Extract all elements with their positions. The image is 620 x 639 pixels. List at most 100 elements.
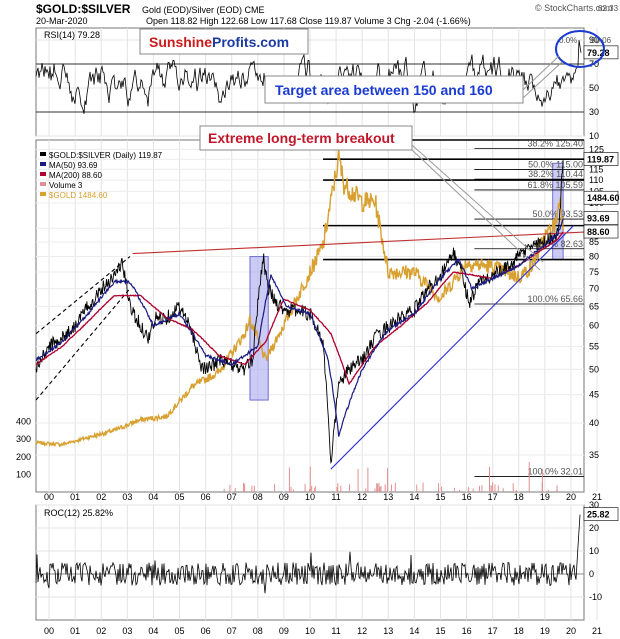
legend-swatch bbox=[40, 152, 46, 156]
rsi-plot bbox=[35, 39, 582, 114]
rsi-y-tick: 10 bbox=[589, 131, 599, 141]
trendline-channel-lower bbox=[35, 288, 131, 401]
rsi-legend: RSI(14) 79.28 bbox=[44, 30, 100, 40]
x-tick-label: 08 bbox=[253, 492, 263, 502]
breakout-arrow-1 bbox=[411, 144, 544, 263]
x-tick-label: 03 bbox=[122, 626, 132, 636]
legend-label: Volume 3 bbox=[49, 181, 83, 190]
chart-description: Gold (EOD)/Silver (EOD) CME bbox=[142, 5, 265, 15]
x-tick-label: 21 bbox=[592, 626, 602, 636]
brand-box bbox=[139, 28, 309, 55]
price-tags: 119.871484.6093.6988.6025.8279.2890.0662… bbox=[559, 4, 620, 521]
rsi-tag-label: 62.33 bbox=[598, 4, 619, 13]
price-tag-ma50-bg bbox=[583, 211, 619, 225]
target-arrow-1 bbox=[522, 55, 560, 91]
gold-y-tick: 400 bbox=[16, 417, 31, 427]
price-plot: 100.0% 32.01 61.8% 82.63 100.0% 65.66 50.0%… bbox=[35, 139, 585, 492]
highlight-band bbox=[249, 256, 269, 401]
x-tick-label: 00 bbox=[44, 626, 54, 636]
x-tick-label: 18 bbox=[514, 626, 524, 636]
roc-plot bbox=[35, 514, 581, 594]
legend-label: $GOLD 1484.60 bbox=[49, 191, 108, 200]
rsi-y-tick: 30 bbox=[589, 107, 599, 117]
target-arrow-2 bbox=[522, 61, 563, 99]
target-annotation: Target area between 150 and 160 bbox=[275, 82, 493, 98]
legend-label: MA(200) 88.60 bbox=[49, 171, 102, 180]
x-tick-label: 10 bbox=[305, 626, 315, 636]
x-tick-label: 14 bbox=[409, 492, 419, 502]
fib-level-label: 100.0% 65.66 bbox=[527, 294, 583, 304]
roc-y-tick: -10 bbox=[589, 592, 602, 602]
price-y-tick: 75 bbox=[589, 267, 599, 277]
ma200-line bbox=[35, 231, 564, 386]
breakout-annotation-box bbox=[199, 125, 413, 151]
price-y-tick: 50 bbox=[589, 364, 599, 374]
ma50-line bbox=[35, 218, 564, 437]
x-tick-label: 12 bbox=[357, 492, 367, 502]
legend-swatch bbox=[40, 182, 46, 186]
roc-legend: ROC(12) 25.82% bbox=[44, 508, 113, 518]
x-tick-label: 16 bbox=[462, 492, 472, 502]
x-tick-label: 00 bbox=[44, 492, 54, 502]
roc-line bbox=[35, 514, 581, 594]
roc-tag-bg bbox=[583, 507, 619, 521]
fib-level-label: 38.2% 125.40 bbox=[527, 139, 583, 149]
fib-level-label: 61.8% 105.59 bbox=[527, 180, 583, 190]
gold-y-tick: 100 bbox=[16, 469, 31, 479]
legend-label: $GOLD:$SILVER (Daily) 119.87 bbox=[49, 151, 163, 160]
ohlc-readout: Open 118.82 High 122.68 Low 117.68 Close… bbox=[146, 16, 471, 26]
brand-part1: Sunshine bbox=[149, 34, 212, 50]
x-tick-label: 02 bbox=[96, 492, 106, 502]
x-tick-label: 09 bbox=[279, 626, 289, 636]
trendline-support bbox=[330, 225, 574, 470]
x-tick-label: 06 bbox=[201, 492, 211, 502]
x-tick-label: 17 bbox=[488, 626, 498, 636]
rsi-tag: 79.28 bbox=[587, 48, 610, 58]
brand-logo: SunshineProfits.com bbox=[149, 34, 289, 50]
price-tag-ma200: 88.60 bbox=[587, 227, 610, 237]
price-y-tick: 40 bbox=[589, 418, 599, 428]
x-tick-label: 19 bbox=[540, 492, 550, 502]
x-tick-label: 18 bbox=[514, 492, 524, 502]
x-tick-label: 06 bbox=[201, 626, 211, 636]
rsi-y-tick: 50 bbox=[589, 83, 599, 93]
legend-swatch bbox=[40, 192, 46, 196]
price-tag-gold-bg bbox=[583, 190, 619, 205]
x-tick-label: 20 bbox=[566, 492, 576, 502]
price-tag-ratio: 119.87 bbox=[587, 154, 614, 164]
price-y-tick: 110 bbox=[589, 175, 603, 185]
x-tick-label: 15 bbox=[435, 626, 445, 636]
fib-level-label: 38.2% 110.44 bbox=[528, 169, 583, 179]
x-tick-label: 04 bbox=[148, 626, 158, 636]
roc-tag: 25.82 bbox=[587, 510, 610, 520]
roc-y-tick: 0 bbox=[589, 569, 594, 579]
fib-level-label: 50.0% 115.00 bbox=[528, 159, 583, 169]
x-tick-label: 05 bbox=[175, 626, 185, 636]
x-tick-label: 03 bbox=[122, 492, 132, 502]
gold-y-tick: 200 bbox=[16, 452, 31, 462]
x-tick-label: 08 bbox=[253, 626, 263, 636]
x-tick-label: 14 bbox=[409, 626, 419, 636]
x-tick-label: 15 bbox=[435, 492, 445, 502]
price-tag-gold: 1484.60 bbox=[587, 193, 620, 203]
legend-label: MA(50) 93.69 bbox=[49, 161, 98, 170]
x-tick-label: 13 bbox=[383, 492, 393, 502]
x-tick-label: 01 bbox=[70, 626, 80, 636]
breakout-annotation: Extreme long-term breakout bbox=[208, 130, 395, 146]
x-tick-label: 12 bbox=[357, 626, 367, 636]
price-y-tick: 115 bbox=[589, 164, 603, 174]
price-y-tick: 35 bbox=[589, 450, 599, 460]
target-circle bbox=[555, 30, 605, 68]
trendline-channel-upper bbox=[35, 256, 131, 335]
x-tick-label: 07 bbox=[227, 492, 237, 502]
roc-y-tick: 30 bbox=[589, 500, 599, 510]
x-tick-label: 19 bbox=[540, 626, 550, 636]
x-tick-label: 11 bbox=[331, 492, 340, 502]
price-tag-ratio-bg bbox=[583, 152, 619, 166]
x-tick-label: 05 bbox=[175, 492, 185, 502]
fib-level-label: 100.0% 32.01 bbox=[527, 466, 583, 476]
x-tick-label: 07 bbox=[227, 626, 237, 636]
x-tick-label: 13 bbox=[383, 626, 393, 636]
roc-y-tick: 20 bbox=[589, 523, 599, 533]
